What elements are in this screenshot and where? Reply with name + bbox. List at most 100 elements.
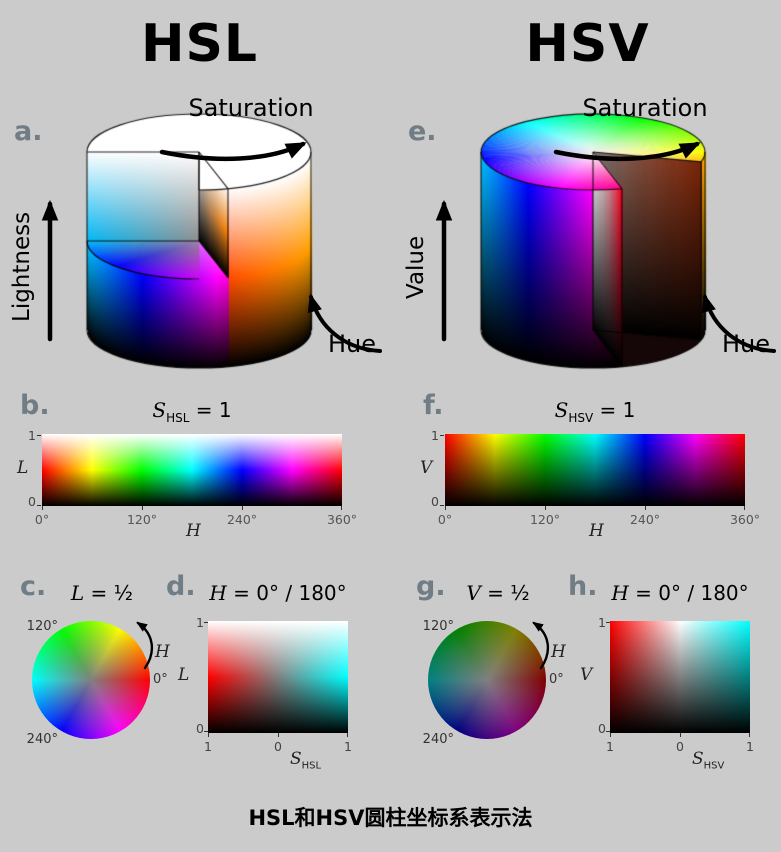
- axis-tick: [440, 505, 444, 506]
- hsl-wheel-panel: c. L = ½ 120° 0° 240° H: [12, 563, 184, 778]
- axis-tick: [610, 733, 611, 737]
- y-axis-label: V: [580, 665, 593, 685]
- hsv-strip-panel: f. SHSV = 1 1 V 0 0° 120° 240° 360° H: [415, 390, 781, 550]
- x-mid-label: 0: [274, 739, 282, 754]
- y-min-label: 0: [196, 721, 204, 736]
- axis-tick: [341, 506, 342, 510]
- panel-label-c: c.: [20, 571, 47, 602]
- panel-label-e: e.: [408, 116, 437, 147]
- x-tick-120: 120°: [529, 512, 561, 527]
- equation-rest: = 1: [593, 398, 636, 422]
- hsl-square-panel: d. H = 0° / 180° 1 L 0 1 0 1 SHSL: [164, 563, 379, 778]
- y-axis-label: V: [420, 458, 433, 478]
- x-axis-label: H: [186, 521, 201, 541]
- x-tick-0: 0°: [34, 512, 50, 527]
- x-tick-360: 360°: [326, 512, 358, 527]
- panel-label-f: f.: [423, 390, 444, 421]
- hue-label: Hue: [328, 330, 377, 358]
- x-axis-label: SHSV: [692, 749, 724, 771]
- axis-tick: [680, 733, 681, 737]
- equation-rest: = 0° / 180°: [628, 581, 749, 605]
- axis-tick: [606, 622, 610, 623]
- axis-tick: [37, 505, 41, 506]
- panel-label-h: h.: [568, 571, 598, 602]
- axis-tick: [645, 506, 646, 510]
- y-max-label: 1: [196, 615, 204, 630]
- axis-tick: [440, 435, 444, 436]
- hsv-hue-value-strip: [445, 434, 745, 506]
- hsv-strip-equation: SHSV = 1: [445, 398, 745, 425]
- hue-label: Hue: [722, 330, 771, 358]
- axis-tick: [744, 506, 745, 510]
- axis-tick: [606, 731, 610, 732]
- axis-tick: [445, 506, 446, 510]
- hsl-wheel-equation: L = ½: [42, 581, 162, 605]
- y-max-label: 1: [431, 428, 439, 443]
- hsl-hue-wheel: [32, 621, 150, 739]
- x-axis-var: S: [692, 749, 704, 769]
- axis-tick: [208, 733, 209, 737]
- x-right-label: 1: [344, 739, 352, 754]
- axis-tick: [37, 435, 41, 436]
- lightness-label: Lightness: [9, 211, 35, 323]
- equation-sub: HSL: [166, 411, 190, 425]
- equation-rest: = 1: [189, 398, 232, 422]
- x-left-label: 1: [204, 739, 212, 754]
- saturation-label: Saturation: [188, 94, 314, 122]
- deg-0-label: 0°: [153, 672, 168, 687]
- x-left-label: 1: [606, 739, 614, 754]
- hsv-hue-wheel: [428, 621, 546, 739]
- hue-axis-label: H: [155, 642, 170, 662]
- x-tick-0: 0°: [437, 512, 453, 527]
- y-axis-label: L: [178, 665, 190, 685]
- value-label: Value: [403, 235, 429, 299]
- hsl-hue-lightness-strip: [42, 434, 342, 506]
- hsl-title: HSL: [140, 14, 259, 74]
- equation-sub: HSV: [568, 411, 594, 425]
- hsv-wheel-equation: V = ½: [438, 581, 558, 605]
- axis-tick: [242, 506, 243, 510]
- x-tick-240: 240°: [629, 512, 661, 527]
- panel-label-d: d.: [166, 571, 196, 602]
- x-mid-label: 0: [676, 739, 684, 754]
- x-right-label: 1: [746, 739, 754, 754]
- equation-var: S: [554, 398, 569, 422]
- axis-tick: [749, 733, 750, 737]
- panel-label-a: a.: [14, 116, 43, 147]
- axis-tick: [347, 733, 348, 737]
- x-tick-120: 120°: [126, 512, 158, 527]
- deg-0-label: 0°: [549, 672, 564, 687]
- hsv-square-panel: h. H = 0° / 180° 1 V 0 1 0 1 SHSV: [566, 563, 781, 778]
- equation-var: H: [209, 581, 227, 605]
- x-axis-var: S: [290, 749, 302, 769]
- axis-tick: [204, 622, 208, 623]
- deg-120-label: 120°: [26, 619, 58, 634]
- equation-rest: = ½: [480, 581, 530, 605]
- equation-var: H: [611, 581, 629, 605]
- hsv-wheel-panel: g. V = ½ 120° 0° 240° H: [408, 563, 580, 778]
- hsl-saturation-lightness-square: [208, 621, 348, 733]
- x-axis-sub: HSL: [301, 760, 322, 772]
- hsv-cylinder-panel: e. Saturation Value Hue: [400, 92, 781, 392]
- panel-label-g: g.: [416, 571, 446, 602]
- x-tick-360: 360°: [729, 512, 761, 527]
- axis-tick: [278, 733, 279, 737]
- axis-tick: [545, 506, 546, 510]
- deg-240-label: 240°: [26, 732, 58, 747]
- hsl-square-equation: H = 0° / 180°: [198, 581, 358, 605]
- equation-rest: = 0° / 180°: [226, 581, 347, 605]
- equation-var: L: [70, 581, 85, 605]
- y-max-label: 1: [28, 428, 36, 443]
- x-axis-label: SHSL: [290, 749, 321, 771]
- y-min-label: 0: [28, 494, 36, 509]
- hsv-saturation-value-square: [610, 621, 750, 733]
- figure-caption: HSL和HSV圆柱坐标系表示法: [248, 806, 533, 830]
- y-max-label: 1: [598, 615, 606, 630]
- hsl-strip-equation: SHSL = 1: [42, 398, 342, 425]
- x-tick-240: 240°: [226, 512, 258, 527]
- hsl-cylinder-panel: a. Saturation Lightness Hue: [6, 92, 396, 392]
- equation-rest: = ½: [84, 581, 134, 605]
- y-min-label: 0: [598, 721, 606, 736]
- y-axis-label: L: [17, 458, 29, 478]
